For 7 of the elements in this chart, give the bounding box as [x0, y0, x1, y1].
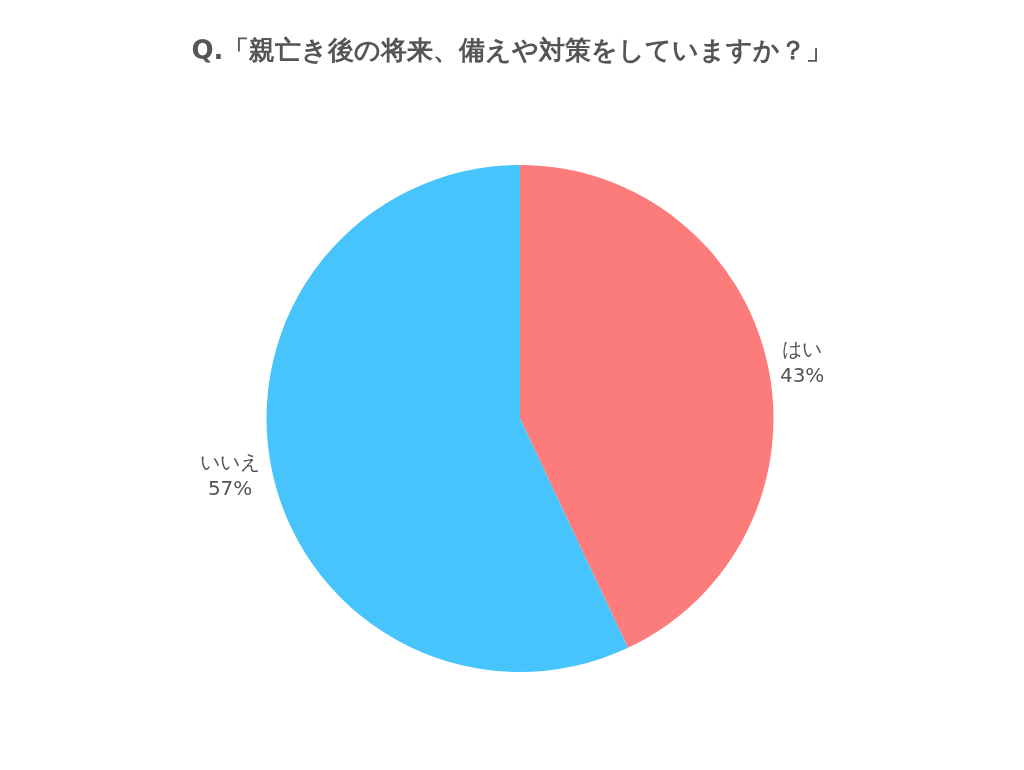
pie-slice — [520, 165, 774, 648]
pie-slice — [266, 165, 628, 672]
chart-title: Q.「親亡き後の将来、備えや対策をしていますか？」 — [191, 35, 833, 66]
slice-label: はい — [782, 337, 823, 362]
data-label: 57% — [207, 475, 253, 500]
slice-label: いいえ — [200, 449, 261, 474]
data-label: 43% — [779, 363, 825, 388]
